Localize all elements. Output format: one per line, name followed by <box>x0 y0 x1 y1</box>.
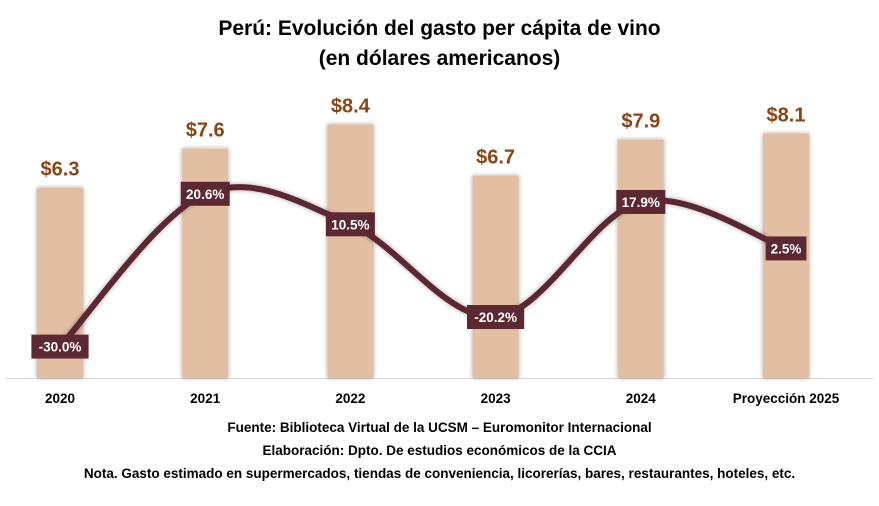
line-value-label: 2.5% <box>771 241 802 256</box>
chart-title: Perú: Evolución del gasto per cápita de … <box>218 17 661 40</box>
bar-value-label: $8.4 <box>331 95 371 117</box>
plot-area: $6.3 $7.6 $8.4 $6.7 $7.9 $8.1 2020 2021 2022 2023… <box>5 95 874 406</box>
line-value-label: -20.2% <box>474 310 517 325</box>
x-tick-label: 2022 <box>335 391 365 406</box>
bar-value-label: $8.1 <box>767 104 806 126</box>
line-value-label: 20.6% <box>186 187 224 202</box>
growth-line <box>57 184 789 350</box>
line-label-box <box>616 189 666 214</box>
x-tick-label: Proyección 2025 <box>733 391 840 406</box>
x-tick-label: 2023 <box>481 391 512 406</box>
x-tick-label: 2024 <box>626 391 657 406</box>
source-note: Fuente: Biblioteca Virtual de la UCSM – … <box>227 420 652 435</box>
line-label-box <box>467 305 525 330</box>
line-value-label: 10.5% <box>331 217 369 232</box>
x-tick-label: 2021 <box>190 391 221 406</box>
line-value-label: 17.9% <box>622 195 660 210</box>
bar-value-label: $7.9 <box>621 110 660 132</box>
chart-subtitle: (en dólares americanos) <box>318 47 561 70</box>
elaboration-note: Elaboración: Dpto. De estudios económico… <box>262 443 617 458</box>
footnote: Nota. Gasto estimado en supermercados, t… <box>83 466 796 481</box>
bar-2023 <box>472 175 519 378</box>
x-tick-label: 2020 <box>45 391 75 406</box>
line-label-box <box>325 212 375 237</box>
line-label-box <box>765 236 807 261</box>
bar-2022 <box>327 124 374 378</box>
bar-value-label: $7.6 <box>186 119 225 141</box>
line-label-box <box>180 181 230 206</box>
bar-value-label: $6.7 <box>476 147 515 169</box>
bar-value-label: $6.3 <box>41 159 80 181</box>
line-label-box <box>31 334 89 359</box>
line-value-label: -30.0% <box>39 340 82 355</box>
bar-2024 <box>617 139 664 378</box>
